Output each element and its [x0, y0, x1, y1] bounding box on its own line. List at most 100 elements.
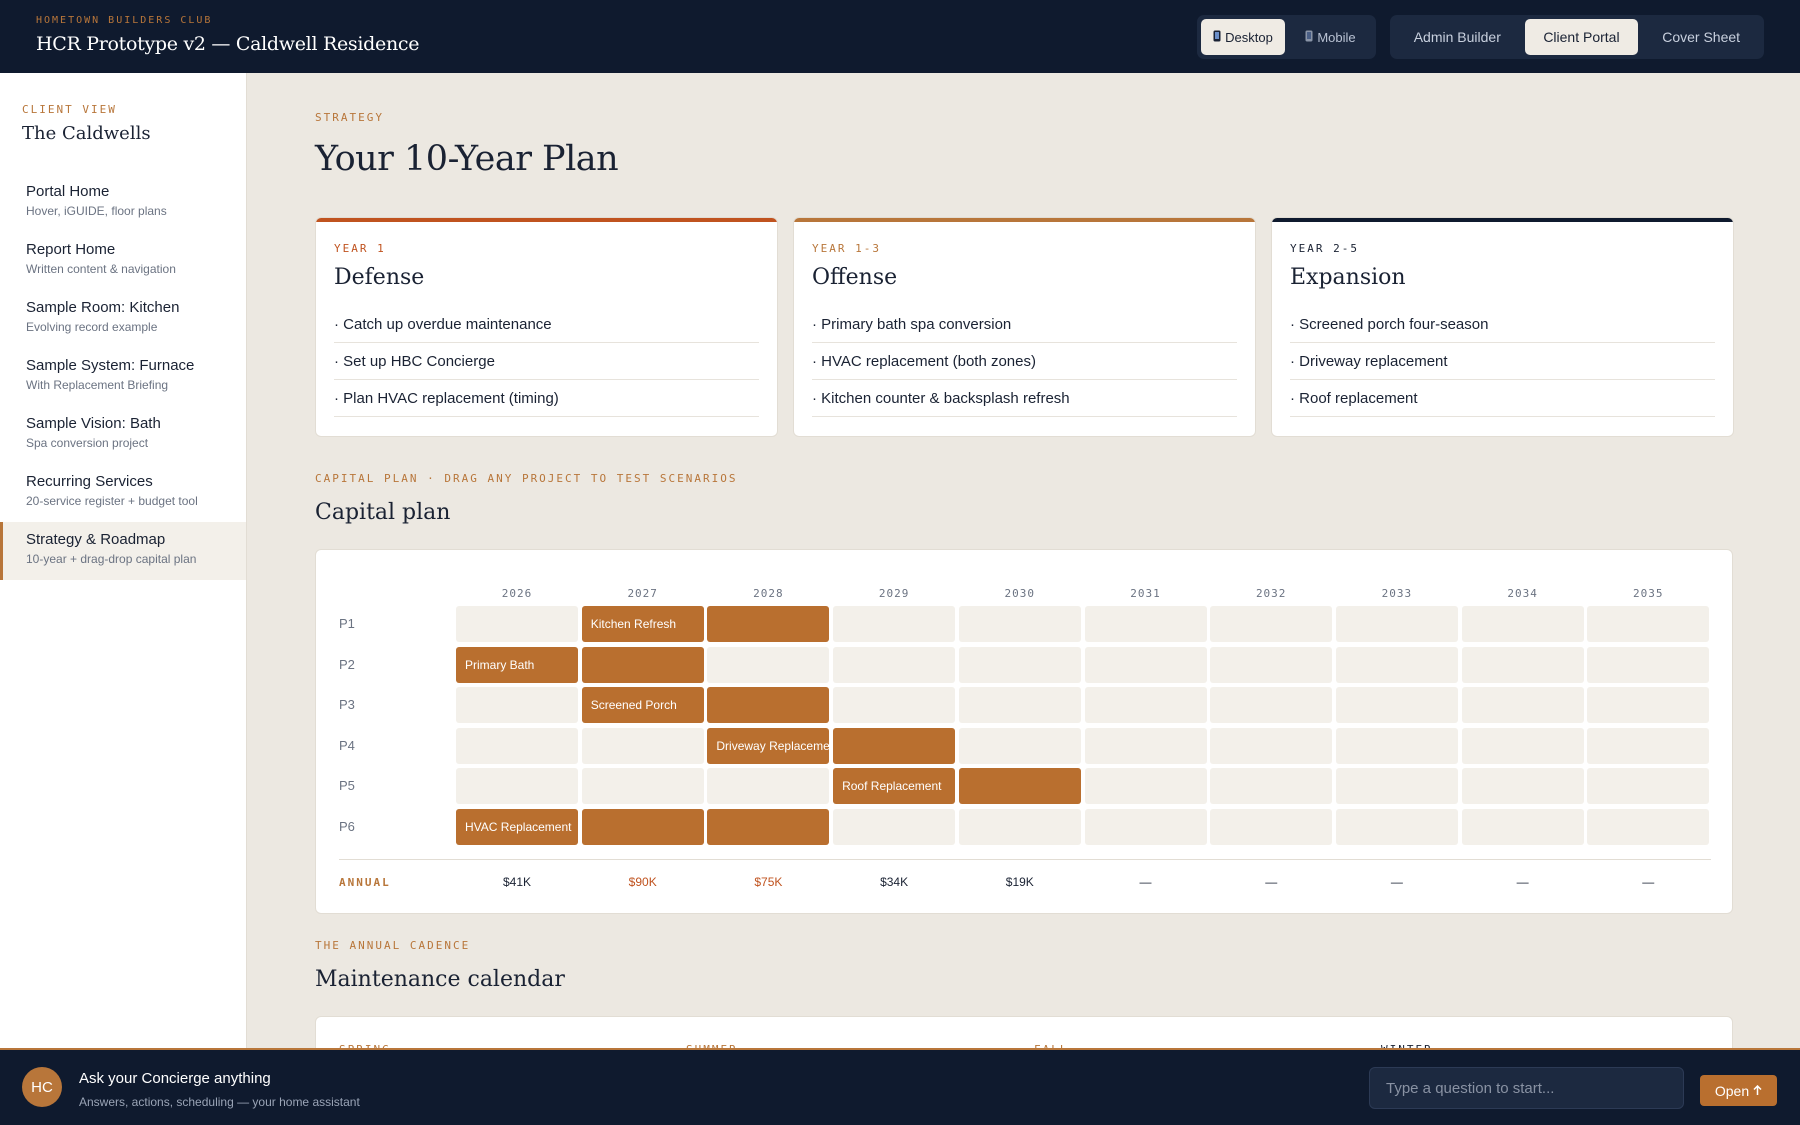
plan-cell[interactable]	[833, 606, 956, 642]
plan-cell[interactable]	[1084, 808, 1207, 845]
year-header: 2032	[1255, 587, 1287, 600]
plan-cell[interactable]	[1461, 646, 1584, 683]
phase-accent-bar	[1272, 218, 1733, 222]
plan-cell[interactable]	[1084, 727, 1207, 764]
main-content: STRATEGY Your 10-Year Plan YEAR 1 Defens…	[247, 73, 1800, 1096]
sidebar-item-furnace[interactable]: Sample System: Furnace With Replacement …	[0, 348, 246, 406]
project-bar-extension[interactable]	[707, 808, 830, 845]
plan-cell[interactable]	[1335, 727, 1458, 764]
sidebar-nav: Portal Home Hover, iGUIDE, floor plans R…	[0, 174, 246, 580]
annual-total: —	[1390, 875, 1403, 889]
annual-total: $19K	[1005, 875, 1034, 889]
plan-cell[interactable]	[1461, 606, 1584, 642]
project-bar[interactable]: Kitchen Refresh	[581, 606, 704, 642]
plan-cell[interactable]	[456, 768, 578, 804]
capital-plan-title: Capital plan	[315, 500, 451, 525]
tab-cover-sheet[interactable]: Cover Sheet	[1662, 29, 1741, 45]
project-bar-extension[interactable]	[581, 808, 704, 845]
project-bar-extension[interactable]	[833, 727, 956, 764]
plan-cell[interactable]	[1335, 646, 1458, 683]
plan-cell[interactable]	[833, 646, 956, 683]
sidebar-item-bath[interactable]: Sample Vision: Bath Spa conversion proje…	[0, 406, 246, 464]
plan-cell[interactable]	[707, 646, 830, 683]
plan-cell[interactable]	[1587, 768, 1710, 804]
plan-cell[interactable]	[1084, 768, 1207, 804]
sidebar-item-kitchen[interactable]: Sample Room: Kitchen Evolving record exa…	[0, 290, 246, 348]
plan-cell[interactable]	[581, 727, 704, 764]
plan-cell[interactable]	[958, 727, 1081, 764]
plan-cell[interactable]	[1461, 727, 1584, 764]
plan-cell[interactable]	[456, 687, 578, 723]
project-bar-extension[interactable]	[581, 646, 704, 683]
tab-client-portal[interactable]: Client Portal	[1524, 19, 1639, 55]
tab-admin-builder[interactable]: Admin Builder	[1413, 29, 1501, 45]
plan-cell[interactable]	[1084, 646, 1207, 683]
project-bar[interactable]: Primary Bath	[456, 646, 578, 683]
plan-cell[interactable]	[1335, 768, 1458, 804]
plan-cell[interactable]	[1210, 646, 1333, 683]
sidebar-item-label: Recurring Services	[26, 473, 153, 490]
app-title: HCR Prototype v2 — Caldwell Residence	[36, 33, 420, 55]
year-header: 2034	[1507, 587, 1538, 600]
plan-cell[interactable]	[958, 808, 1081, 845]
project-bar-extension[interactable]	[707, 687, 830, 723]
sidebar-item-report-home[interactable]: Report Home Written content & navigation	[0, 232, 246, 290]
top-bar: HOMETOWN BUILDERS CLUB HCR Prototype v2 …	[0, 0, 1800, 73]
page-title: Your 10-Year Plan	[315, 139, 619, 179]
sidebar-item-strategy-roadmap[interactable]: Strategy & Roadmap 10-year + drag-drop c…	[0, 522, 246, 580]
project-bar[interactable]: Roof Replacement	[833, 768, 956, 804]
row-label: P3	[339, 697, 355, 712]
plan-cell[interactable]	[833, 808, 956, 845]
phase-list-item: · Catch up overdue maintenance	[334, 306, 759, 343]
annual-total: —	[1516, 875, 1529, 889]
plan-cell[interactable]	[581, 768, 704, 804]
plan-cell[interactable]	[958, 606, 1081, 642]
plan-cell[interactable]	[456, 606, 578, 642]
plan-cell[interactable]	[1210, 727, 1333, 764]
plan-cell[interactable]	[1210, 606, 1333, 642]
sidebar: CLIENT VIEW The Caldwells Portal Home Ho…	[0, 73, 247, 1125]
plan-cell[interactable]	[1210, 687, 1333, 723]
project-bar-extension[interactable]	[958, 768, 1081, 804]
plan-cell[interactable]	[707, 768, 830, 804]
plan-cell[interactable]	[1587, 646, 1710, 683]
plan-cell[interactable]	[958, 687, 1081, 723]
sidebar-item-sublabel: Written content & navigation	[26, 262, 176, 276]
project-bar[interactable]: Driveway Replacement	[707, 727, 830, 764]
project-bar[interactable]: HVAC Replacement	[456, 808, 578, 845]
plan-cell[interactable]	[958, 646, 1081, 683]
plan-cell[interactable]	[1587, 606, 1710, 642]
sidebar-item-sublabel: Hover, iGUIDE, floor plans	[26, 204, 167, 218]
open-concierge-button[interactable]: Open	[1700, 1075, 1777, 1106]
plan-cell[interactable]	[1084, 606, 1207, 642]
plan-cell[interactable]	[1461, 768, 1584, 804]
row-label: P6	[339, 818, 355, 834]
phase-list-item: · HVAC replacement (both zones)	[812, 343, 1237, 380]
sidebar-item-recurring-services[interactable]: Recurring Services 20-service register +…	[0, 464, 246, 522]
plan-cell[interactable]	[1210, 768, 1333, 804]
plan-cell[interactable]	[456, 727, 578, 764]
phase-accent-bar	[316, 218, 777, 222]
plan-cell[interactable]	[1335, 606, 1458, 642]
plan-cell[interactable]	[1587, 808, 1710, 845]
device-desktop-button[interactable]: Desktop	[1201, 19, 1285, 55]
concierge-input[interactable]	[1369, 1067, 1684, 1109]
avatar: HC	[22, 1067, 62, 1107]
device-desktop-label: Desktop	[1225, 29, 1273, 45]
plan-cell[interactable]	[1461, 687, 1584, 723]
plan-cell[interactable]	[1335, 808, 1458, 845]
project-bar-extension[interactable]	[707, 606, 830, 642]
plan-cell[interactable]	[1461, 808, 1584, 845]
plan-cell[interactable]	[1084, 687, 1207, 723]
plan-cell[interactable]	[1210, 808, 1333, 845]
plan-cell[interactable]	[1587, 727, 1710, 764]
plan-cell[interactable]	[1335, 687, 1458, 723]
sidebar-item-portal-home[interactable]: Portal Home Hover, iGUIDE, floor plans	[0, 174, 246, 232]
phase-card-defense: YEAR 1 Defense · Catch up overdue mainte…	[315, 217, 778, 437]
plan-cell[interactable]	[833, 687, 956, 723]
phase-kicker: YEAR 1-3	[812, 242, 881, 255]
year-header: 2029	[878, 587, 910, 600]
device-mobile-button[interactable]: Mobile	[1289, 19, 1372, 55]
project-bar[interactable]: Screened Porch	[581, 687, 704, 723]
plan-cell[interactable]	[1587, 687, 1710, 723]
